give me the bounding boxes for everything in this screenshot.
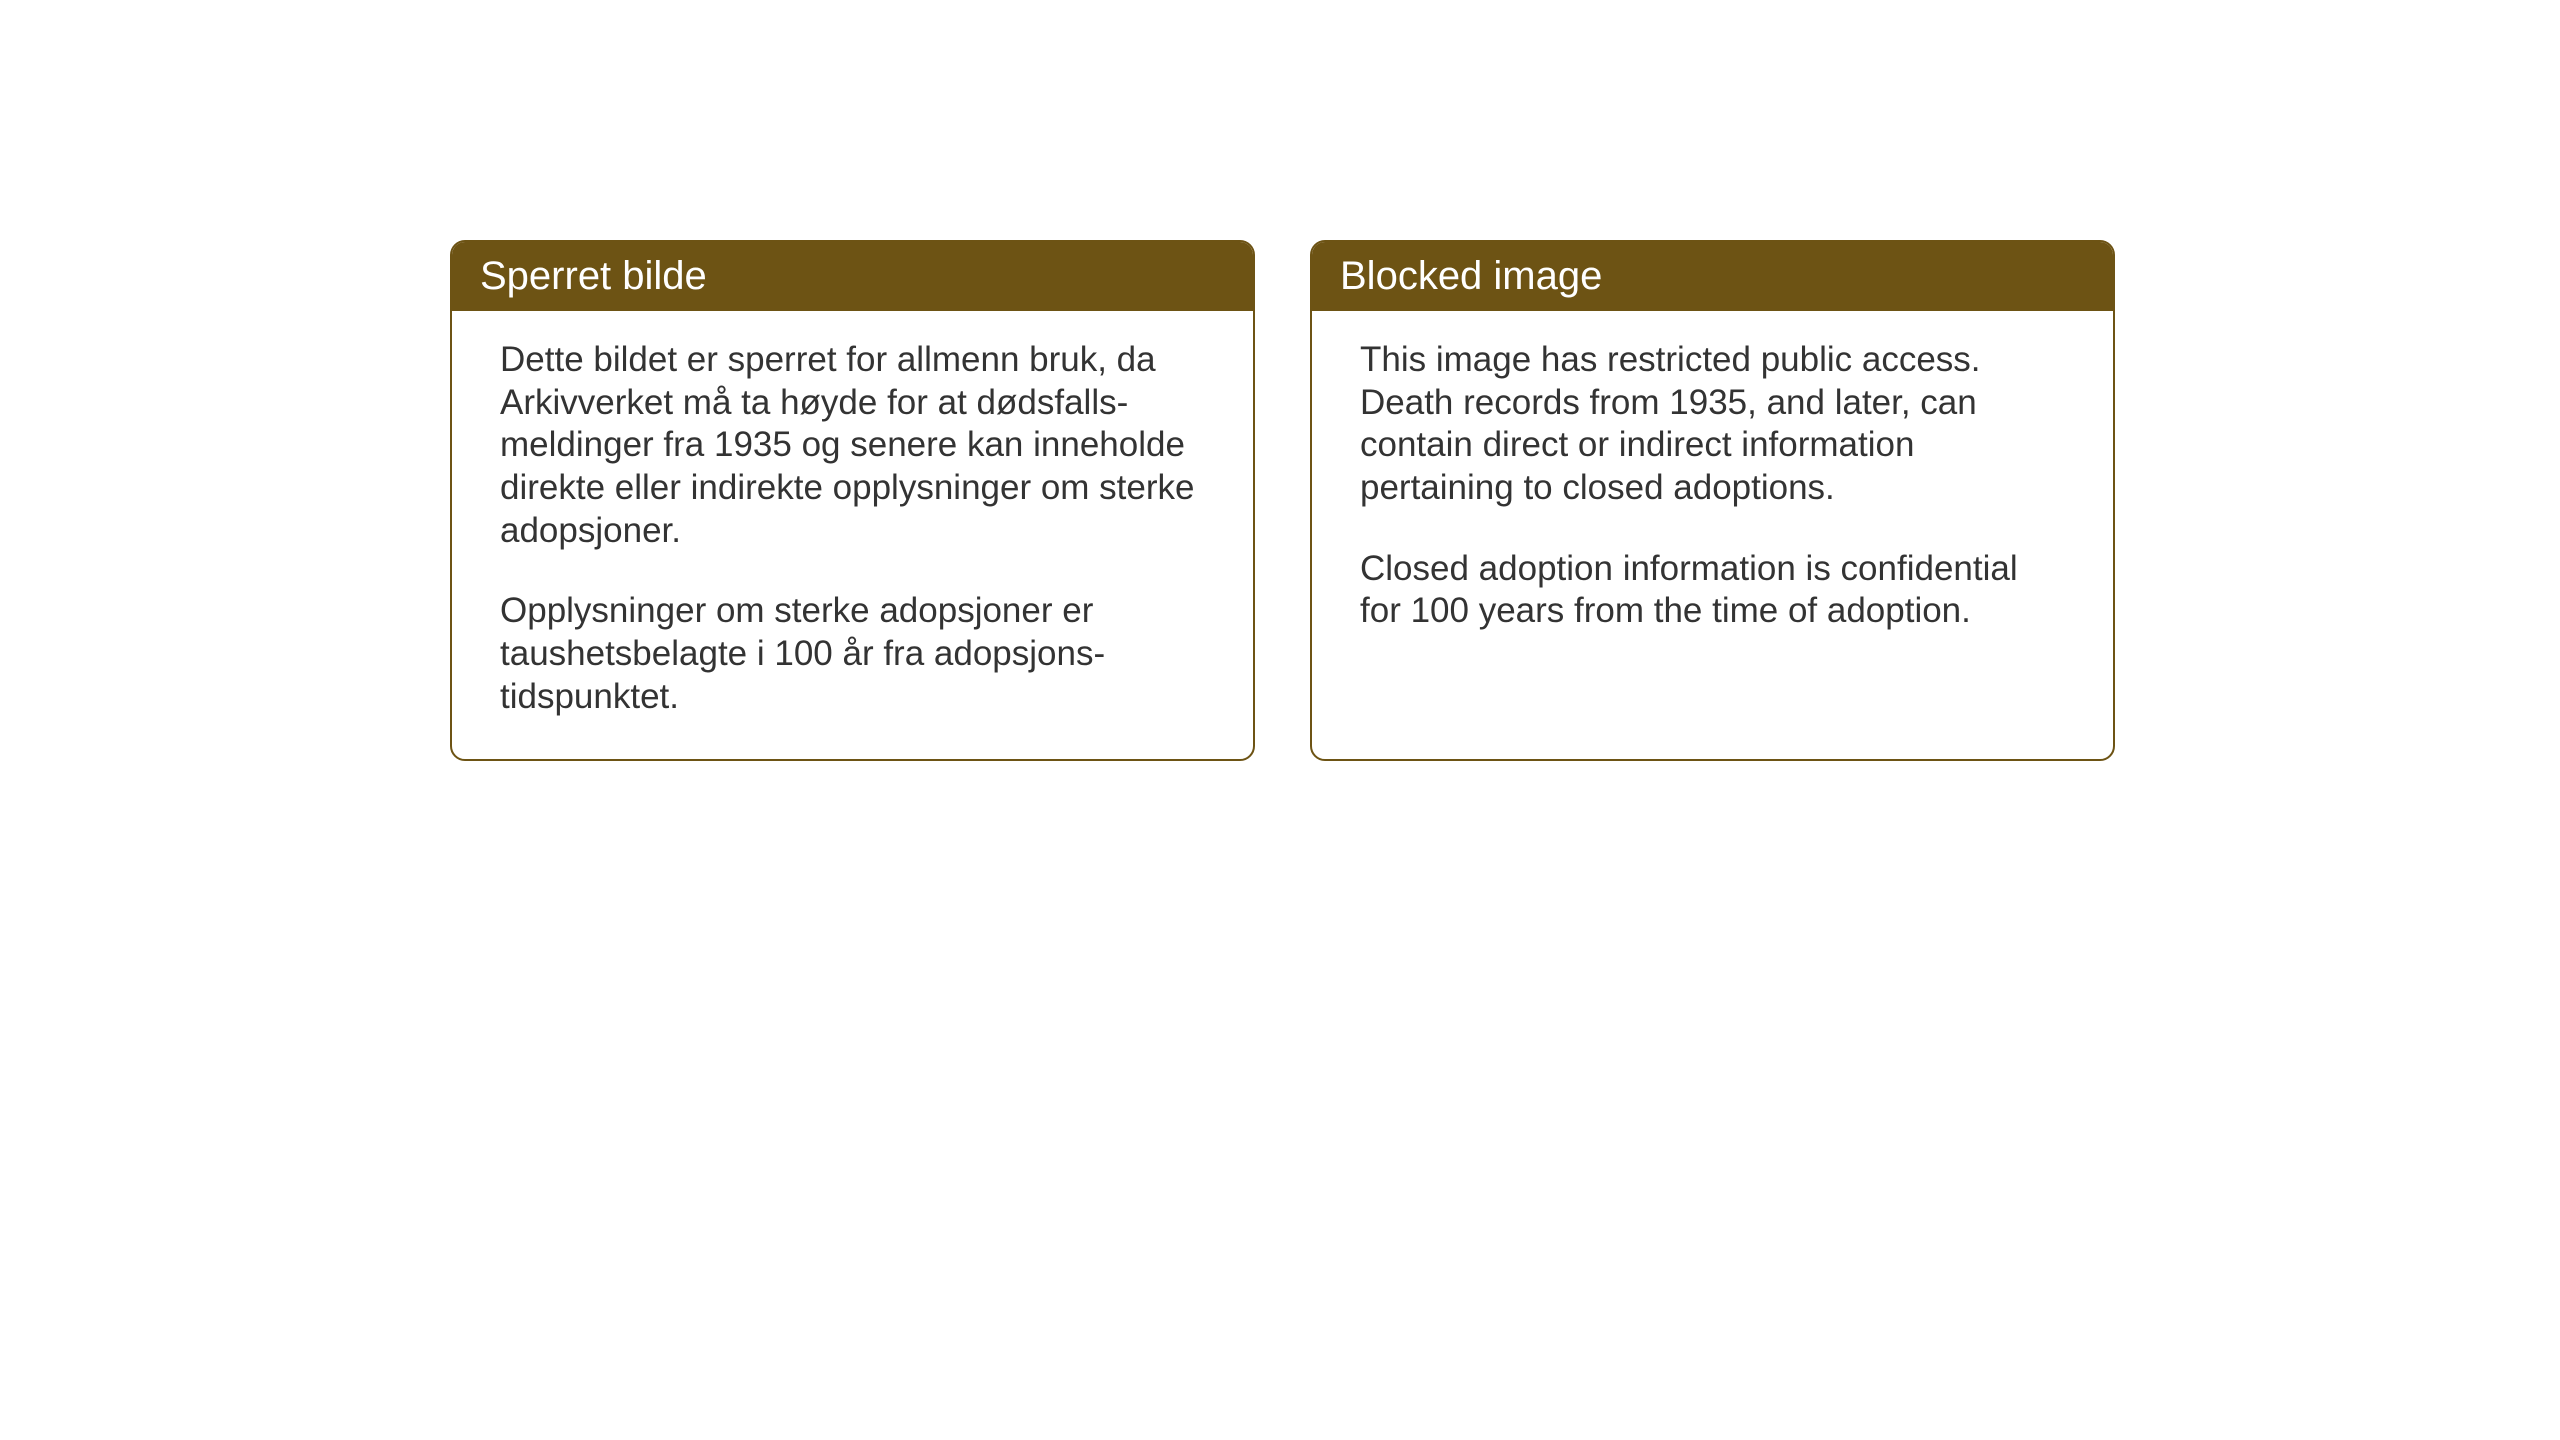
card-norwegian: Sperret bilde Dette bildet er sperret fo… — [450, 240, 1255, 761]
card-norwegian-paragraph-1: Dette bildet er sperret for allmenn bruk… — [500, 339, 1205, 552]
card-english-body: This image has restricted public access.… — [1312, 311, 2113, 673]
card-english-title: Blocked image — [1340, 254, 1602, 298]
card-english-paragraph-2: Closed adoption information is confident… — [1360, 548, 2065, 633]
card-norwegian-title: Sperret bilde — [480, 254, 707, 298]
card-english: Blocked image This image has restricted … — [1310, 240, 2115, 761]
cards-container: Sperret bilde Dette bildet er sperret fo… — [450, 240, 2115, 761]
card-english-header: Blocked image — [1312, 242, 2113, 311]
card-norwegian-header: Sperret bilde — [452, 242, 1253, 311]
card-english-paragraph-1: This image has restricted public access.… — [1360, 339, 2065, 510]
card-norwegian-paragraph-2: Opplysninger om sterke adopsjoner er tau… — [500, 590, 1205, 718]
card-norwegian-body: Dette bildet er sperret for allmenn bruk… — [452, 311, 1253, 759]
